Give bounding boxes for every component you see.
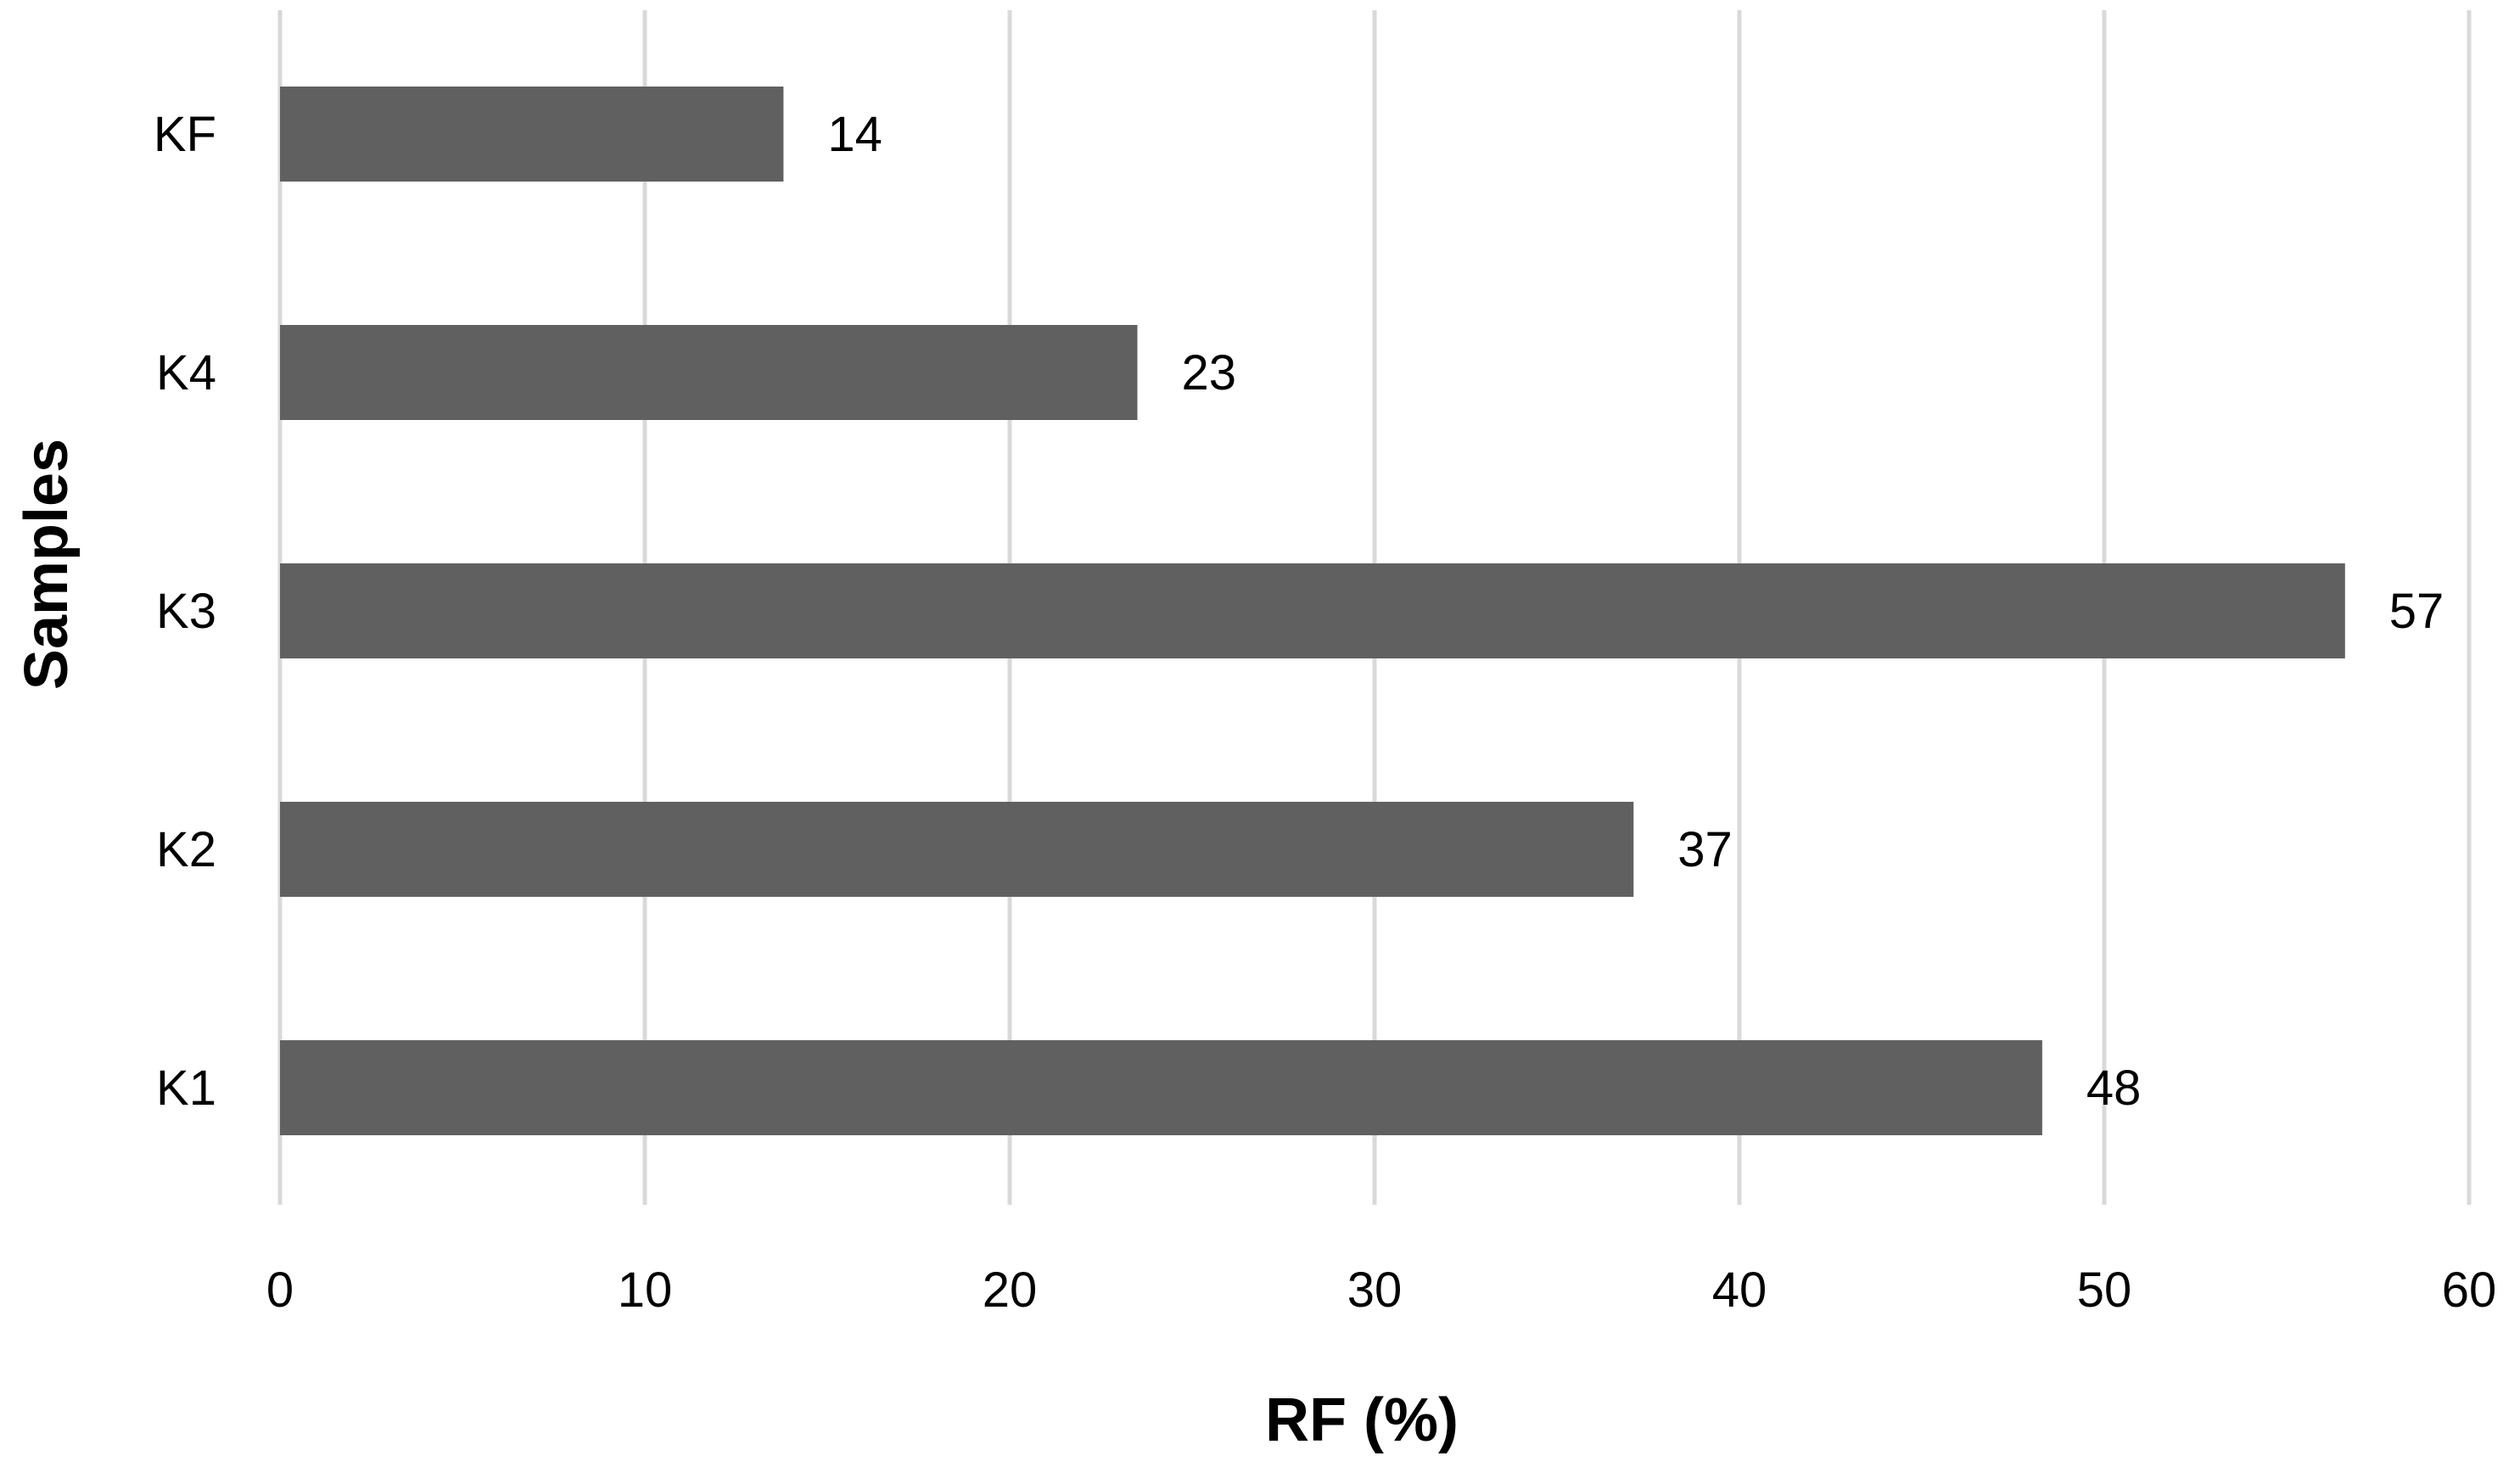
data-label-k3: 57 bbox=[2389, 584, 2444, 639]
bar-k2 bbox=[280, 802, 1634, 897]
data-label-k1: 48 bbox=[2086, 1061, 2142, 1116]
x-tick-label-40: 40 bbox=[1712, 1263, 1767, 1318]
bar-k1 bbox=[280, 1040, 2042, 1135]
x-tick-label-0: 0 bbox=[266, 1263, 294, 1318]
x-tick-label-10: 10 bbox=[618, 1263, 673, 1318]
bars bbox=[280, 87, 2345, 1135]
data-labels: 14 23 57 37 48 bbox=[827, 107, 2444, 1116]
value-axis-tick-labels: 0 10 20 30 40 50 60 bbox=[266, 1263, 2496, 1318]
bar-k4 bbox=[280, 325, 1138, 420]
y-axis-title: Samples bbox=[13, 439, 81, 690]
bar-k3 bbox=[280, 563, 2345, 658]
category-axis-labels: KF K4 K3 K2 K1 bbox=[154, 107, 216, 1116]
bar-kf bbox=[280, 87, 784, 182]
data-label-k4: 23 bbox=[1182, 345, 1237, 400]
category-label-k1: K1 bbox=[156, 1061, 216, 1116]
category-label-k4: K4 bbox=[156, 345, 216, 400]
x-tick-label-30: 30 bbox=[1347, 1263, 1403, 1318]
x-tick-label-60: 60 bbox=[2442, 1263, 2497, 1318]
data-label-k2: 37 bbox=[1677, 822, 1733, 877]
x-tick-label-20: 20 bbox=[983, 1263, 1038, 1318]
category-label-kf: KF bbox=[154, 107, 216, 162]
x-tick-label-50: 50 bbox=[2077, 1263, 2132, 1318]
x-axis-title: RF (%) bbox=[1265, 1386, 1459, 1454]
category-label-k2: K2 bbox=[156, 822, 216, 877]
data-label-kf: 14 bbox=[827, 107, 882, 162]
category-label-k3: K3 bbox=[156, 584, 216, 639]
